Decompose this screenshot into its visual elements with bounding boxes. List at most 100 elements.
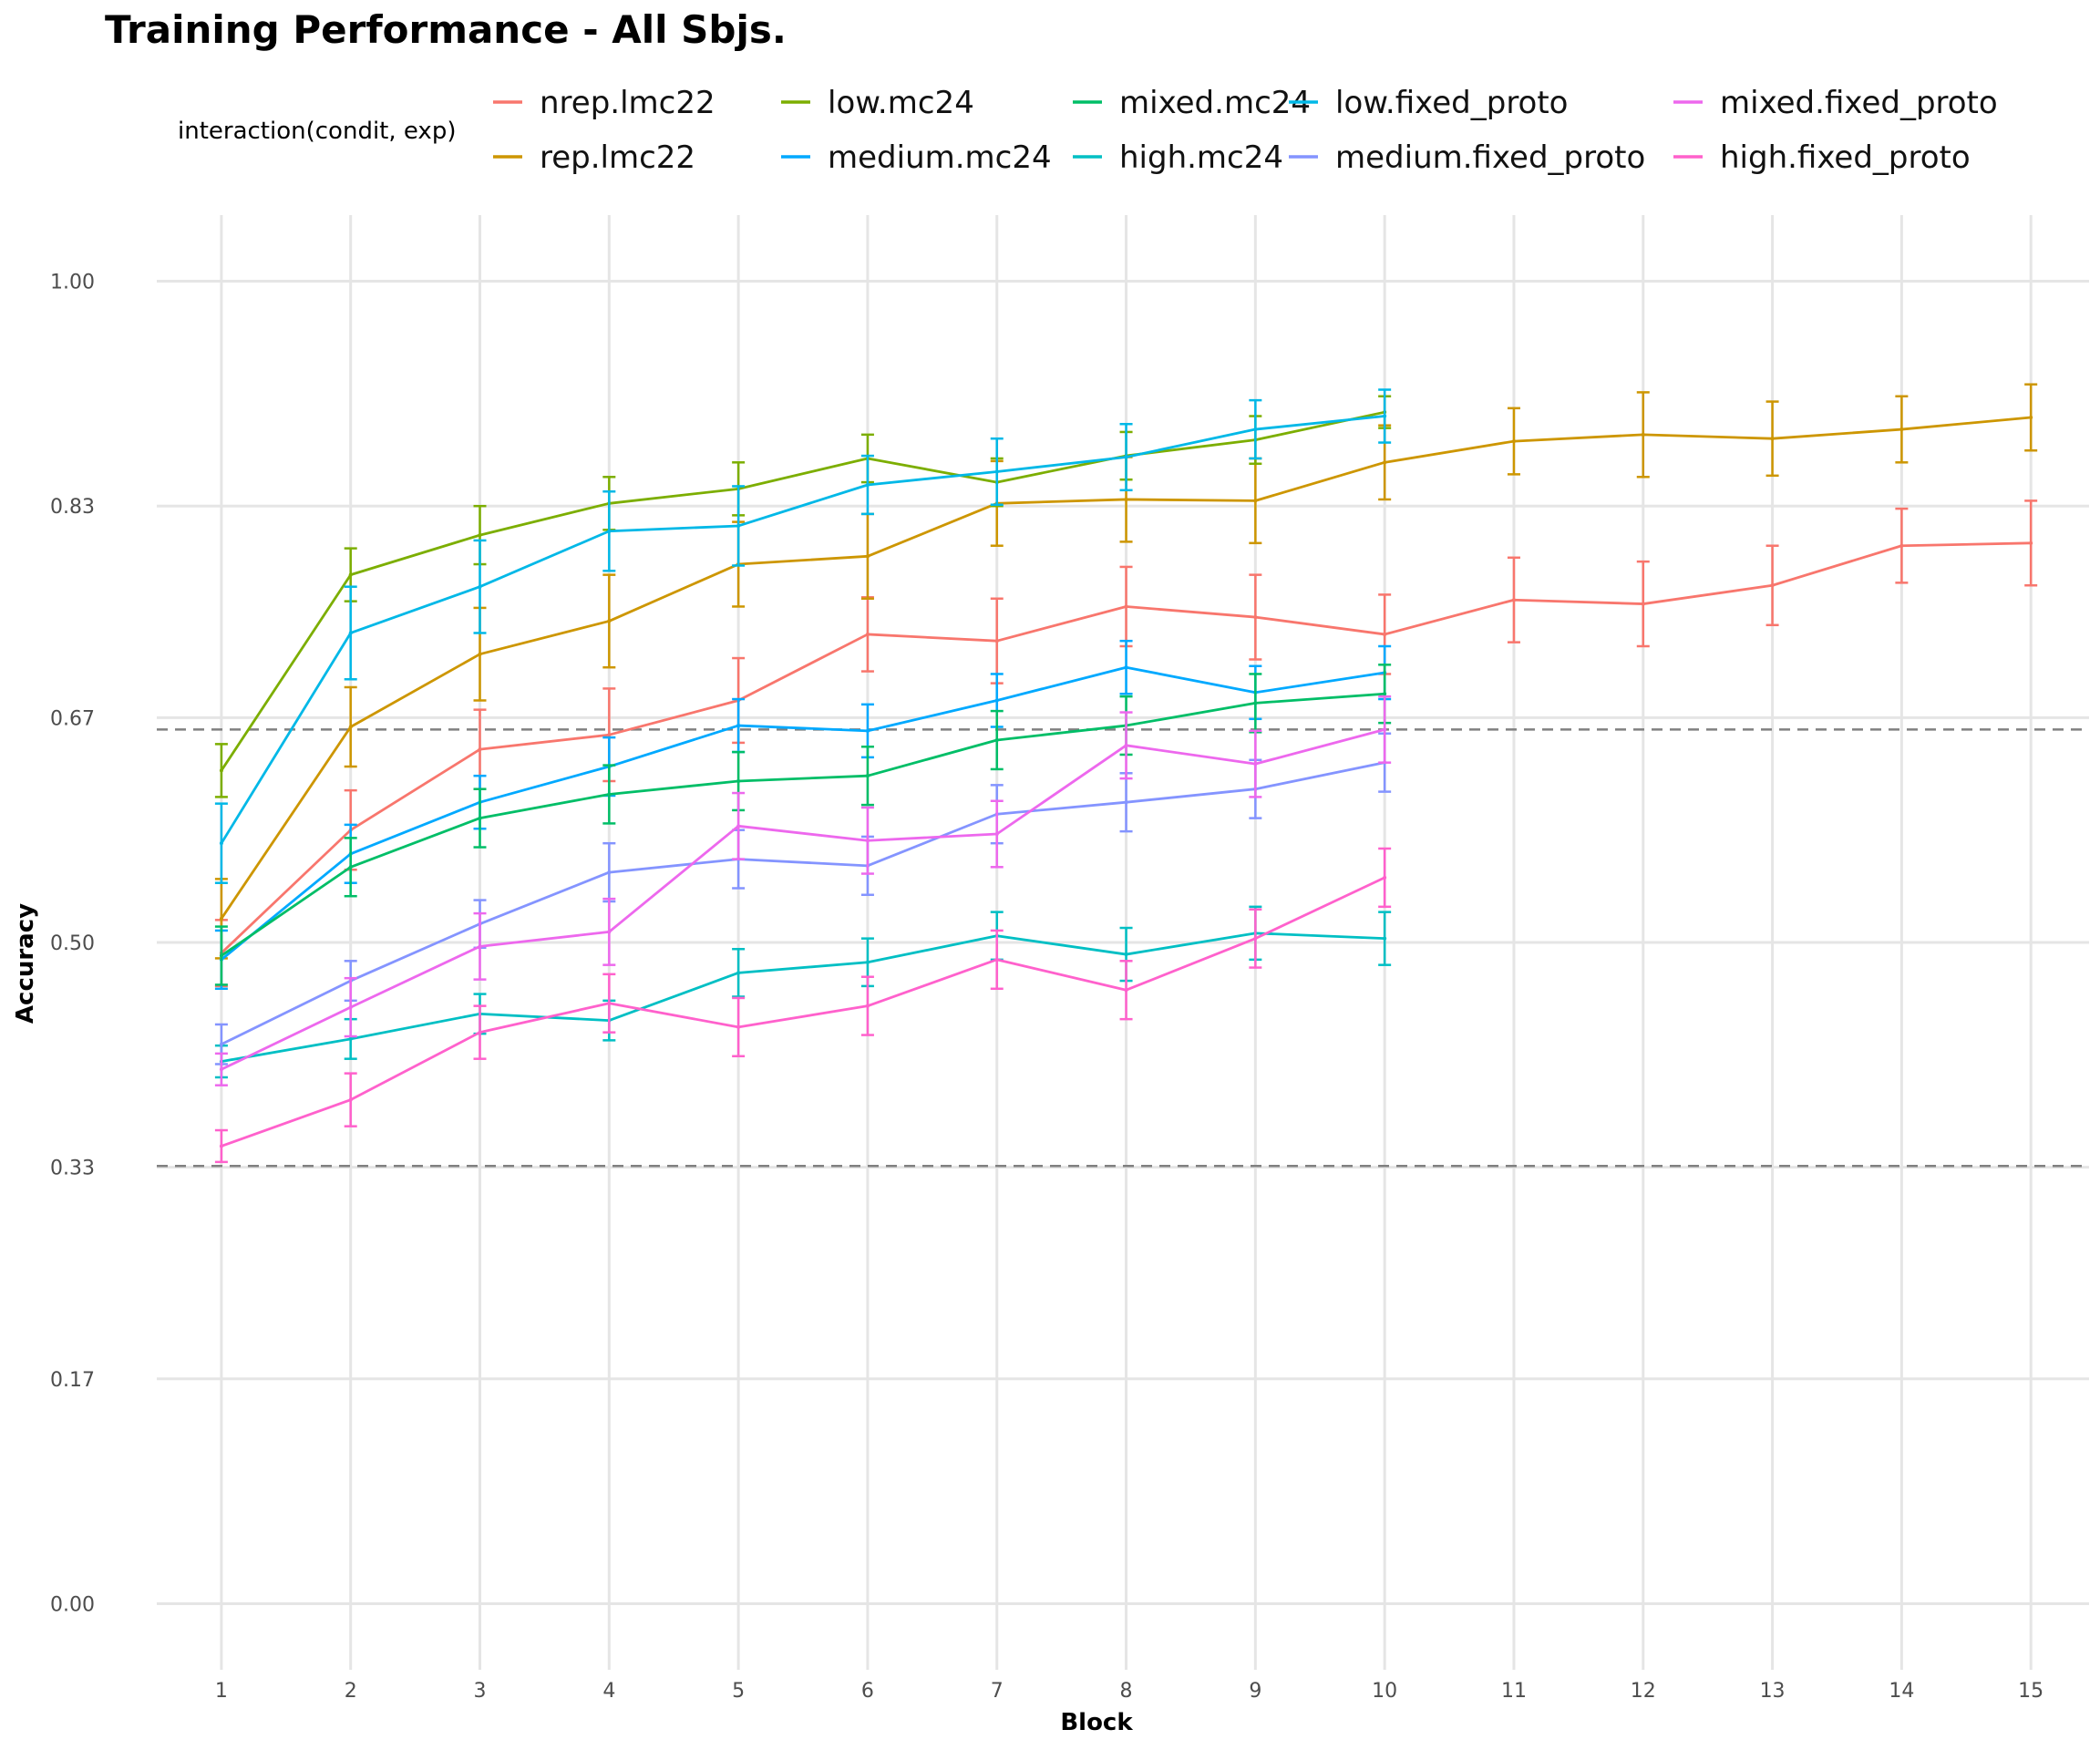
data-point: [1641, 432, 1645, 437]
data-point: [478, 1030, 482, 1035]
data-point: [219, 916, 223, 921]
data-point: [1124, 604, 1128, 609]
data-point: [348, 865, 353, 870]
data-point: [1383, 460, 1387, 465]
legend-label: low.fixed_proto: [1335, 85, 1568, 121]
data-point: [478, 816, 482, 820]
legend-item: low.fixed_proto: [1289, 85, 1568, 121]
data-point: [1124, 497, 1128, 501]
x-tick-label: 13: [1760, 1680, 1786, 1703]
x-tick-label: 11: [1501, 1680, 1527, 1703]
legend-item: medium.fixed_proto: [1289, 139, 1645, 176]
x-tick-label: 5: [732, 1680, 745, 1703]
data-point: [994, 738, 999, 743]
data-point: [607, 792, 612, 797]
chart-title: Training Performance - All Sbjs.: [105, 7, 787, 52]
data-point: [1770, 437, 1775, 441]
series-line: [221, 761, 1385, 1045]
legend-item: nrep.lmc22: [493, 85, 715, 121]
data-point: [607, 870, 612, 875]
x-tick-label: 8: [1120, 1680, 1133, 1703]
data-point: [865, 1004, 870, 1008]
data-point: [348, 1097, 353, 1102]
data-point: [478, 533, 482, 538]
data-point: [1899, 543, 1904, 548]
data-point: [219, 768, 223, 773]
data-point: [478, 747, 482, 752]
data-point: [994, 957, 999, 962]
series-line: [221, 665, 1385, 961]
data-point: [1253, 762, 1258, 767]
legend-item: high.mc24: [1073, 139, 1283, 176]
series-high.fixed_proto: [214, 847, 1392, 1164]
data-point: [1124, 743, 1128, 747]
x-tick-label: 10: [1372, 1680, 1397, 1703]
legend-label: low.mc24: [828, 85, 974, 121]
data-point: [219, 1144, 223, 1148]
series-line: [221, 932, 1385, 1063]
data-point: [1253, 701, 1258, 705]
legend-label: high.fixed_proto: [1720, 139, 1971, 176]
series-line: [220, 410, 1385, 772]
data-point: [348, 1036, 353, 1041]
legend-title: interaction(condit, exp): [178, 118, 456, 145]
data-point: [607, 733, 612, 737]
legend-label: nrep.lmc22: [540, 85, 715, 121]
legend-label: medium.mc24: [828, 139, 1052, 176]
y-tick-label: 0.17: [50, 1369, 95, 1392]
legend-item: rep.lmc22: [493, 139, 695, 176]
data-point: [1124, 800, 1128, 805]
data-point: [865, 632, 870, 636]
series-mixed.fixed_proto: [214, 695, 1392, 1086]
legend-label: medium.fixed_proto: [1335, 139, 1645, 176]
data-point: [2029, 415, 2033, 419]
data-point: [348, 631, 353, 635]
data-point: [1253, 499, 1258, 503]
data-point: [1253, 427, 1258, 432]
data-point: [994, 639, 999, 643]
data-point: [1383, 875, 1387, 880]
legend-label: mixed.fixed_proto: [1720, 85, 1998, 121]
x-axis-label: Block: [1060, 1709, 1133, 1736]
y-tick-label: 1.00: [50, 272, 95, 294]
data-point: [348, 725, 353, 729]
x-tick-label: 6: [861, 1680, 874, 1703]
legend-label: rep.lmc22: [540, 139, 695, 176]
data-point: [865, 774, 870, 778]
y-tick-label: 0.33: [50, 1158, 95, 1180]
x-tick-label: 4: [602, 1680, 615, 1703]
data-point: [1124, 952, 1128, 957]
x-tick-label: 3: [474, 1680, 487, 1703]
data-point: [1383, 414, 1387, 418]
y-tick-label: 0.67: [50, 707, 95, 730]
data-point: [607, 529, 612, 533]
data-point: [1383, 727, 1387, 732]
data-point: [478, 944, 482, 949]
data-point: [607, 1001, 612, 1005]
data-point: [994, 698, 999, 703]
data-point: [2029, 540, 2033, 545]
series-line: [221, 728, 1385, 1071]
data-point: [865, 554, 870, 559]
x-tick-label: 12: [1631, 1680, 1656, 1703]
y-tick-label: 0.83: [50, 496, 95, 519]
y-tick-label: 0.00: [50, 1593, 95, 1616]
data-point: [994, 832, 999, 837]
series-low.mc24: [214, 395, 1392, 798]
legend-item: medium.mc24: [781, 139, 1052, 176]
data-point: [994, 469, 999, 474]
legend-label: mixed.mc24: [1119, 85, 1311, 121]
legend: interaction(condit, exp) nrep.lmc22 rep.l…: [178, 85, 1998, 176]
data-point: [865, 728, 870, 733]
data-point: [219, 1067, 223, 1072]
series-group: [214, 383, 2038, 1164]
data-point: [736, 824, 741, 829]
series-medium.mc24: [214, 639, 1392, 991]
data-point: [1124, 665, 1128, 670]
data-point: [478, 652, 482, 656]
data-point: [736, 971, 741, 975]
data-point: [865, 482, 870, 487]
x-tick-label: 9: [1249, 1680, 1261, 1703]
reference-lines: [157, 728, 2089, 1168]
